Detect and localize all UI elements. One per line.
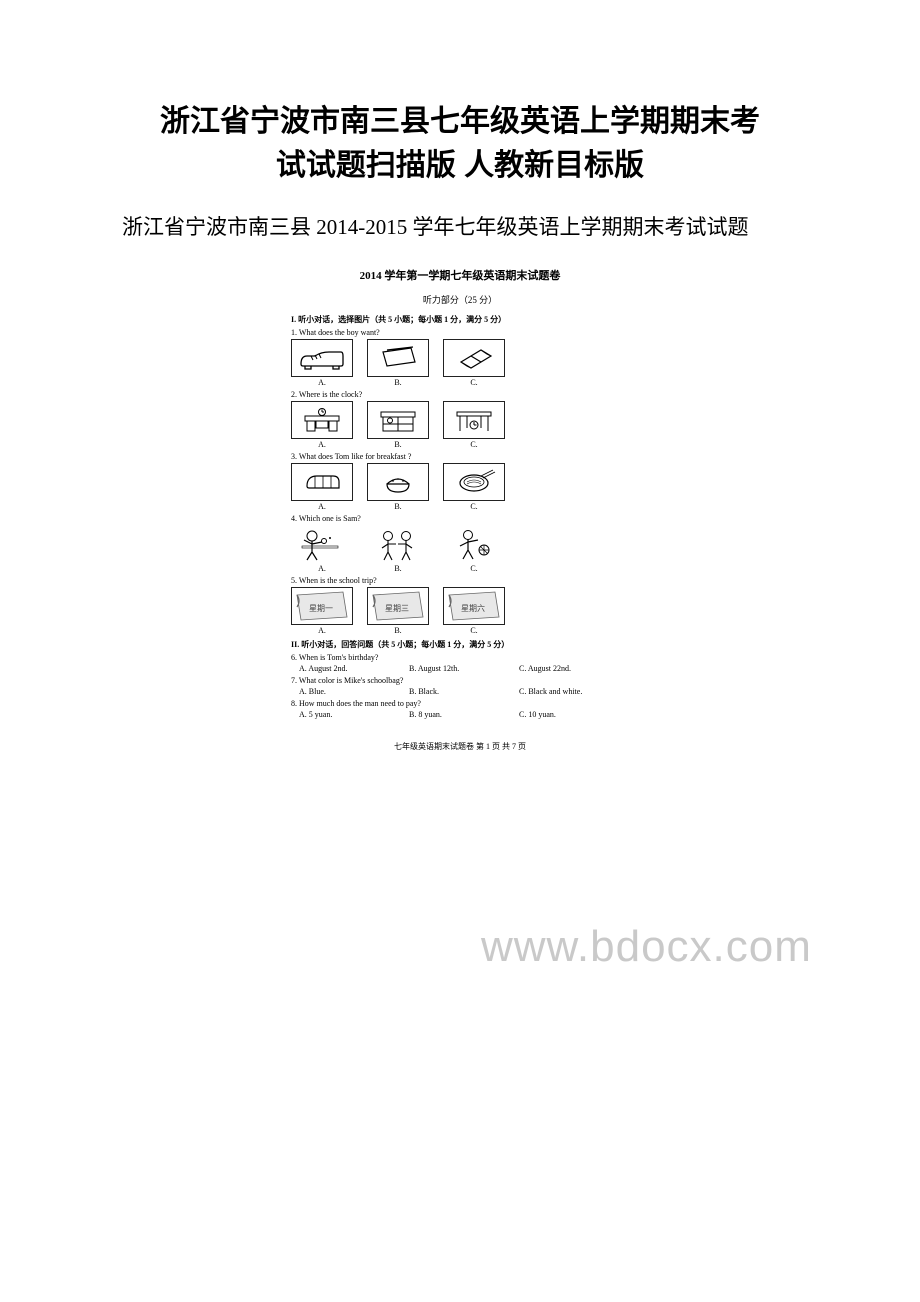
q8-options: A. 5 yuan. B. 8 yuan. C. 10 yuan. bbox=[299, 710, 629, 719]
q5-opt-a: 星期一 A. bbox=[291, 587, 353, 635]
calendar-sat-icon: 星期六 bbox=[443, 587, 505, 625]
question-3: 3. What does Tom like for breakfast ? bbox=[291, 452, 629, 461]
q3-opt-b: B. bbox=[367, 463, 429, 511]
noodles-icon bbox=[443, 463, 505, 501]
label-b: B. bbox=[394, 440, 401, 449]
calendar-wed-icon: 星期三 bbox=[367, 587, 429, 625]
q4-options: A. B. C. bbox=[291, 525, 629, 573]
label-b: B. bbox=[394, 502, 401, 511]
calendar-mon-icon: 星期一 bbox=[291, 587, 353, 625]
label-c: C. bbox=[470, 440, 477, 449]
label-a: A. bbox=[318, 440, 326, 449]
q7-c: C. Black and white. bbox=[519, 687, 629, 696]
section-2-header: II. 听小对话，回答问题（共 5 小题；每小题 1 分，满分 5 分） bbox=[291, 639, 629, 650]
question-8: 8. How much does the man need to pay? bbox=[291, 699, 629, 708]
question-1: 1. What does the boy want? bbox=[291, 328, 629, 337]
q7-options: A. Blue. B. Black. C. Black and white. bbox=[299, 687, 629, 696]
q1-options: A. B. C. bbox=[291, 339, 629, 387]
question-2: 2. Where is the clock? bbox=[291, 390, 629, 399]
label-b: B. bbox=[394, 626, 401, 635]
label-b: B. bbox=[394, 564, 401, 573]
label-a: A. bbox=[318, 626, 326, 635]
q4-opt-b: B. bbox=[367, 525, 429, 573]
watermark-text: www.bdocx.com bbox=[481, 922, 812, 972]
two-kids-icon bbox=[367, 525, 429, 563]
question-5: 5. When is the school trip? bbox=[291, 576, 629, 585]
question-7: 7. What color is Mike's schoolbag? bbox=[291, 676, 629, 685]
q7-a: A. Blue. bbox=[299, 687, 409, 696]
svg-text:星期三: 星期三 bbox=[385, 604, 409, 613]
pingpong-boy-icon bbox=[291, 525, 353, 563]
q1-opt-b: B. bbox=[367, 339, 429, 387]
eraser-icon bbox=[443, 339, 505, 377]
book-icon bbox=[367, 339, 429, 377]
q4-opt-a: A. bbox=[291, 525, 353, 573]
desk-clock-in-icon bbox=[367, 401, 429, 439]
rice-icon bbox=[367, 463, 429, 501]
q6-c: C. August 22nd. bbox=[519, 664, 629, 673]
q3-options: A. B. C. bbox=[291, 463, 629, 511]
q1-opt-a: A. bbox=[291, 339, 353, 387]
document-title: 浙江省宁波市南三县七年级英语上学期期末考 试试题扫描版 人教新目标版 bbox=[80, 100, 840, 187]
section-1-header: I. 听小对话，选择图片（共 5 小题；每小题 1 分，满分 5 分） bbox=[291, 314, 629, 325]
q7-b: B. Black. bbox=[409, 687, 519, 696]
listening-header: 听力部分（25 分） bbox=[291, 293, 629, 306]
q6-a: A. August 2nd. bbox=[299, 664, 409, 673]
label-b: B. bbox=[394, 378, 401, 387]
q2-opt-c: C. bbox=[443, 401, 505, 449]
shoes-icon bbox=[291, 339, 353, 377]
label-a: A. bbox=[318, 378, 326, 387]
svg-text:星期六: 星期六 bbox=[461, 603, 485, 613]
q5-opt-b: 星期三 B. bbox=[367, 587, 429, 635]
label-a: A. bbox=[318, 502, 326, 511]
q2-opt-b: B. bbox=[367, 401, 429, 449]
q5-options: 星期一 A. 星期三 B. 星期六 C. bbox=[291, 587, 629, 635]
q3-opt-a: A. bbox=[291, 463, 353, 511]
title-line-2: 试试题扫描版 人教新目标版 bbox=[276, 149, 644, 182]
q3-opt-c: C. bbox=[443, 463, 505, 511]
intro-paragraph: 浙江省宁波市南三县 2014-2015 学年七年级英语上学期期末考试试题 bbox=[80, 211, 840, 245]
question-6: 6. When is Tom's birthday? bbox=[291, 653, 629, 662]
q8-a: A. 5 yuan. bbox=[299, 710, 409, 719]
q8-c: C. 10 yuan. bbox=[519, 710, 629, 719]
q2-options: A. B. C. bbox=[291, 401, 629, 449]
q8-b: B. 8 yuan. bbox=[409, 710, 519, 719]
desk-clock-on-icon bbox=[291, 401, 353, 439]
q6-options: A. August 2nd. B. August 12th. C. August… bbox=[299, 664, 629, 673]
exam-title: 2014 学年第一学期七年级英语期末试题卷 bbox=[291, 267, 629, 283]
label-a: A. bbox=[318, 564, 326, 573]
q6-b: B. August 12th. bbox=[409, 664, 519, 673]
scanned-exam-page: www.bdocx.com 2014 学年第一学期七年级英语期末试题卷 听力部分… bbox=[291, 267, 629, 752]
label-c: C. bbox=[470, 626, 477, 635]
svg-text:星期一: 星期一 bbox=[309, 604, 333, 613]
q5-opt-c: 星期六 C. bbox=[443, 587, 505, 635]
label-c: C. bbox=[470, 378, 477, 387]
q2-opt-a: A. bbox=[291, 401, 353, 449]
q4-opt-c: C. bbox=[443, 525, 505, 573]
q1-opt-c: C. bbox=[443, 339, 505, 387]
title-line-1: 浙江省宁波市南三县七年级英语上学期期末考 bbox=[160, 105, 760, 138]
question-4: 4. Which one is Sam? bbox=[291, 514, 629, 523]
bread-icon bbox=[291, 463, 353, 501]
page-footer: 七年级英语期末试题卷 第 1 页 共 7 页 bbox=[291, 741, 629, 752]
label-c: C. bbox=[470, 502, 477, 511]
label-c: C. bbox=[470, 564, 477, 573]
document-page: 浙江省宁波市南三县七年级英语上学期期末考 试试题扫描版 人教新目标版 浙江省宁波… bbox=[0, 0, 920, 792]
desk-clock-under-icon bbox=[443, 401, 505, 439]
basketball-boy-icon bbox=[443, 525, 505, 563]
